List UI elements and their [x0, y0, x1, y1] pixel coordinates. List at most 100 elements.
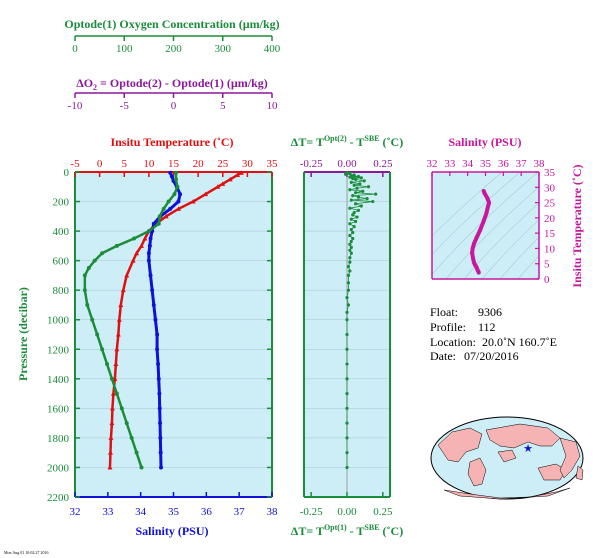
- delta-t-point: [346, 288, 351, 292]
- oxygen-point: [157, 214, 162, 219]
- ts-point: [487, 200, 492, 205]
- delta-t-point: [359, 176, 363, 180]
- delta-t-point: [374, 192, 378, 196]
- oxygen-point: [109, 376, 114, 381]
- temperature-point: [163, 213, 169, 219]
- temperature-tick-label: 5: [122, 158, 128, 170]
- oxygen-point: [114, 243, 119, 248]
- oxygen-point: [156, 221, 161, 226]
- ts-point: [481, 218, 486, 223]
- oxygen-tick-label: 400: [264, 43, 281, 55]
- profile-value: 112: [478, 320, 496, 334]
- delta-t-point: [365, 196, 369, 201]
- salinity-point: [158, 421, 163, 426]
- salinity-point: [158, 435, 163, 440]
- salinity-point: [157, 406, 162, 411]
- temperature-point: [134, 250, 140, 256]
- ts-temperature-tick-label: 30: [544, 182, 556, 194]
- ts-salinity-axis-title: Salinity (PSU): [448, 135, 521, 149]
- float-value: 9306: [478, 305, 502, 319]
- pressure-tick-label: 400: [53, 226, 70, 238]
- temperature-point: [116, 317, 122, 322]
- pressure-axis-title: Pressure (decibar): [16, 287, 30, 381]
- salinity-point: [157, 391, 162, 396]
- date-label: Date:: [430, 349, 456, 363]
- ts-temperature-tick-label: 10: [544, 243, 556, 255]
- oxygen-point: [92, 258, 97, 263]
- temperature-tick-label: 35: [267, 158, 279, 170]
- oxygen-point: [173, 177, 178, 182]
- delta-t-point: [345, 451, 349, 455]
- temperature-point: [238, 170, 244, 175]
- delta-t-point: [354, 219, 358, 224]
- ts-point: [485, 195, 490, 200]
- delta-t-point: [346, 281, 351, 285]
- location-value: 20.0˚N 160.7˚E: [482, 335, 557, 349]
- temperature-point: [235, 172, 241, 177]
- delta-t-top-tick-label: 0.25: [373, 158, 393, 170]
- pressure-tick-label: 1600: [47, 403, 70, 415]
- delta-t-point: [345, 436, 349, 440]
- oxygen-point: [90, 317, 95, 322]
- oxygen-axis-ticks: 0 100 200 300 400: [72, 36, 281, 55]
- temperature-point: [109, 405, 115, 411]
- oxygen-profile-line: [83, 172, 179, 468]
- salinity-axis-title: Salinity (PSU): [135, 524, 208, 538]
- delta-t-point: [352, 173, 356, 177]
- ts-plot-area: [432, 172, 539, 279]
- salinity-point: [156, 376, 161, 381]
- delta-t-point: [346, 303, 351, 307]
- delta-t-point: [348, 269, 352, 273]
- temperature-point: [138, 243, 144, 248]
- delta-t-point: [349, 180, 353, 184]
- delta-o2-tick-label: 0: [171, 100, 177, 112]
- density-contour: [432, 172, 539, 275]
- oxygen-tick-label: 0: [72, 43, 78, 55]
- delta-o2-tick-label: -5: [120, 100, 130, 112]
- oxygen-point: [119, 406, 124, 411]
- delta-o2-axis-title: ΔO2 = Optode(2) - Optode(1) (µm/kg): [76, 76, 268, 92]
- ts-salinity-tick-label: 34: [462, 158, 474, 170]
- temperature-point: [142, 235, 148, 241]
- salinity-point: [146, 251, 151, 256]
- pressure-tick-label: 0: [64, 167, 70, 179]
- temperature-point: [107, 450, 113, 455]
- salinity-point: [146, 258, 151, 263]
- delta-t-point: [356, 208, 361, 213]
- oxygen-point: [85, 302, 90, 307]
- ts-point: [481, 188, 486, 193]
- salinity-tick-label: 32: [70, 506, 81, 518]
- salinity-point: [156, 362, 161, 367]
- delta-t-point: [354, 191, 358, 195]
- delta-o2-tick-label: 5: [220, 100, 226, 112]
- salinity-point: [148, 273, 153, 278]
- temperature-axis-title: Insitu Temperature (˚C): [110, 135, 233, 149]
- oxygen-point: [146, 229, 151, 234]
- delta-t-point: [366, 185, 371, 189]
- salinity-tick-label: 34: [135, 506, 147, 518]
- delta-t-point: [352, 225, 356, 229]
- delta-t-point: [355, 186, 359, 190]
- date-value: 07/20/2016: [464, 349, 519, 363]
- delta-t-top-tick-label: 0.00: [337, 158, 357, 170]
- delta-t-point: [346, 264, 351, 269]
- ts-inset-panel: Salinity (PSU) 32 33 34 35 36 37 3805101520253…: [427, 135, 585, 288]
- pressure-tick-label: 600: [53, 256, 70, 268]
- delta-t-point: [359, 204, 363, 208]
- map-land: [437, 423, 584, 500]
- delta-t-point: [348, 248, 352, 252]
- temperature-point: [118, 302, 124, 307]
- delta-t-point: [345, 362, 349, 366]
- main-plot-area: [75, 172, 272, 497]
- delta-t-bottom-tick-label: 0.25: [373, 506, 393, 518]
- delta-t-point: [346, 273, 351, 278]
- world-map: ★: [430, 416, 584, 500]
- oxygen-point: [139, 465, 144, 470]
- delta-t-point: [348, 188, 352, 192]
- delta-o2-axis-ticks: -10 -5 0 5 10: [68, 93, 278, 112]
- oxygen-tick-label: 100: [116, 43, 133, 55]
- ts-temperature-tick-label: 35: [544, 167, 556, 179]
- temperature-point: [107, 464, 113, 470]
- ts-salinity-tick-label: 32: [427, 158, 438, 170]
- temperature-point: [227, 176, 233, 182]
